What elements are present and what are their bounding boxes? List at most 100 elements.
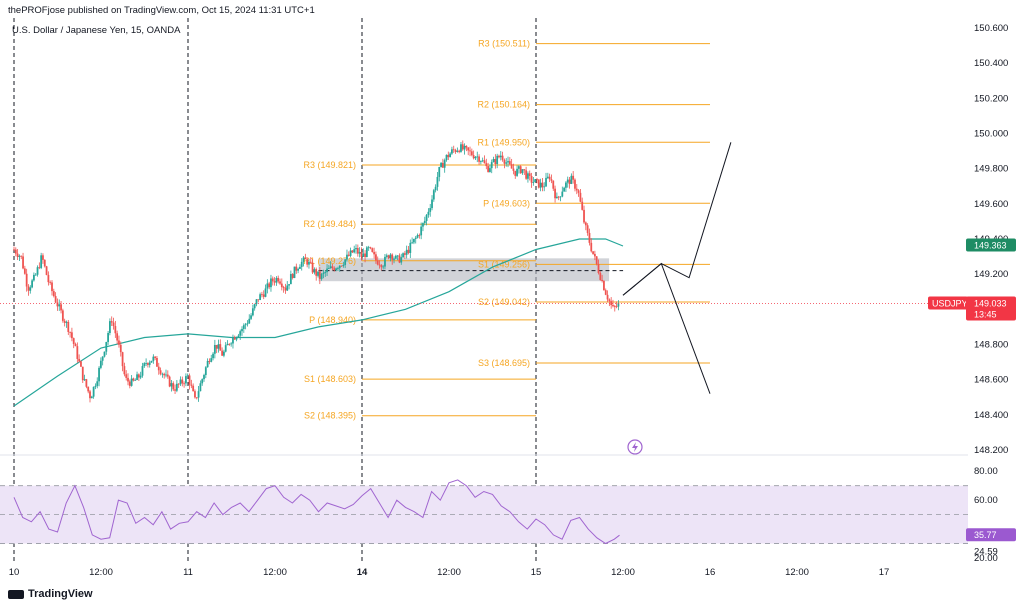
candle-body — [613, 306, 616, 307]
candle-body — [43, 259, 46, 267]
pivot-label: S1 (149.256) — [478, 259, 530, 269]
candle-body — [443, 160, 446, 168]
candle-body — [288, 284, 290, 286]
candle-body — [356, 247, 359, 254]
candle-body — [177, 383, 180, 385]
candle-body — [384, 256, 386, 267]
candle-body — [552, 180, 555, 189]
candle-body — [474, 156, 477, 159]
candle-body — [76, 346, 79, 359]
candle-body — [132, 378, 135, 381]
candle-body — [364, 253, 366, 258]
candle-body — [36, 267, 39, 275]
candle-body — [586, 225, 589, 233]
candle-body — [568, 179, 571, 184]
candle-body — [400, 257, 403, 263]
candle-body — [40, 255, 43, 268]
candle-body — [355, 247, 357, 250]
candle-body — [369, 247, 372, 249]
candle-body — [496, 155, 499, 165]
candle-body — [206, 360, 209, 368]
candle-body — [460, 144, 462, 152]
candle-body — [264, 288, 267, 297]
candle-body — [340, 265, 343, 267]
candle-body — [268, 283, 271, 288]
candle-body — [434, 186, 437, 191]
candle-body — [393, 258, 395, 260]
candle-body — [13, 249, 15, 251]
candle-body — [483, 160, 486, 164]
candle-body — [519, 166, 522, 174]
candle-body — [365, 247, 368, 258]
candle-body — [130, 378, 133, 386]
candle-body — [322, 272, 325, 274]
candle-body — [452, 149, 455, 151]
candle-body — [503, 159, 506, 164]
candle-body — [479, 161, 482, 162]
candle-body — [147, 363, 149, 365]
candle-body — [201, 379, 204, 384]
candle-body — [467, 147, 470, 151]
time-tick-label: 12:00 — [437, 567, 461, 578]
candle-body — [577, 190, 580, 193]
candle-body — [280, 283, 283, 288]
pivot-label: R2 (150.164) — [477, 100, 530, 110]
candle-body — [118, 340, 120, 345]
candle-body — [516, 168, 518, 176]
candle-body — [380, 265, 383, 268]
candle-body — [375, 254, 377, 261]
candle-body — [136, 374, 138, 380]
lightning-icon-bolt — [632, 442, 638, 452]
candle-body — [174, 389, 176, 391]
candle-body — [89, 391, 91, 399]
candle-body — [159, 370, 162, 374]
candle-body — [358, 251, 361, 254]
candle-body — [213, 344, 216, 354]
candle-body — [360, 251, 363, 257]
candle-body — [183, 383, 186, 385]
candle-body — [139, 375, 142, 378]
candle-body — [210, 358, 213, 362]
tradingview-logo[interactable]: TradingView — [8, 588, 93, 600]
candle-body — [306, 259, 309, 265]
time-tick-label: 12:00 — [89, 567, 113, 578]
candle-body — [271, 278, 274, 282]
candle-body — [337, 268, 339, 269]
candle-body — [563, 187, 566, 192]
candle-body — [318, 271, 321, 279]
candle-body — [170, 383, 173, 387]
candle-body — [498, 155, 500, 158]
candle-body — [156, 358, 158, 367]
candle-body — [112, 322, 115, 327]
pivot-label: S2 (149.042) — [478, 297, 530, 307]
candle-body — [583, 209, 585, 223]
candle-body — [58, 304, 61, 307]
candle-body — [456, 150, 459, 152]
time-tick-label: 12:00 — [263, 567, 287, 578]
candle-body — [525, 170, 528, 179]
candle-body — [233, 337, 236, 340]
candle-body — [409, 242, 412, 253]
candle-body — [284, 287, 287, 291]
candle-body — [413, 238, 415, 243]
candle-body — [478, 156, 480, 162]
candle-body — [215, 344, 218, 349]
candle-body — [394, 255, 397, 259]
candle-body — [85, 379, 88, 387]
candle-body — [63, 320, 66, 323]
candle-body — [387, 255, 390, 259]
candle-body — [217, 344, 220, 349]
candle-body — [80, 361, 82, 367]
candle-body — [22, 256, 24, 269]
candle-body — [555, 196, 558, 199]
candle-body — [512, 168, 515, 171]
candle-body — [248, 318, 251, 324]
candle-body — [378, 264, 381, 266]
candle-body — [521, 169, 524, 174]
rsi-tick-label: 20.00 — [974, 553, 998, 564]
candle-body — [581, 201, 584, 210]
rsi-tick-label: 60.00 — [974, 495, 998, 506]
candle-body — [239, 331, 242, 336]
candle-body — [481, 160, 484, 162]
